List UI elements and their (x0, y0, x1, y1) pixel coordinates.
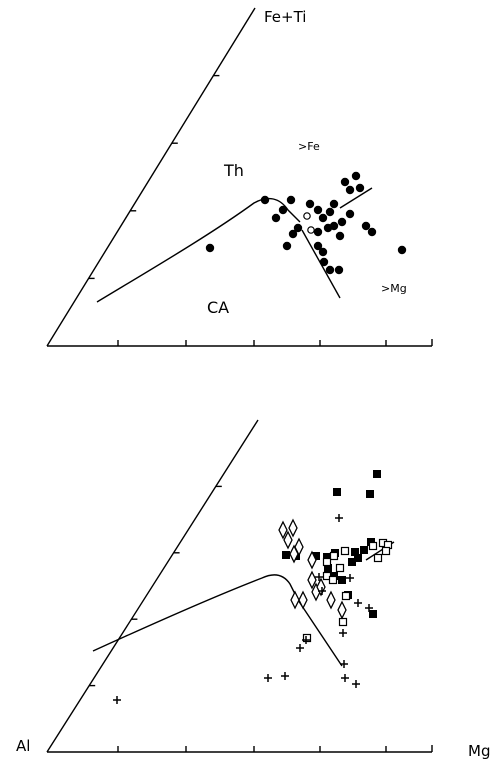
point-filled-square (354, 554, 362, 562)
point-filled-square (312, 552, 320, 560)
point-filled-circle (334, 265, 344, 275)
vertex-label-fe-ti: Fe+Ti (264, 8, 306, 26)
point-filled-circle (305, 199, 315, 209)
point-filled-square (360, 546, 368, 554)
point-open-diamond (307, 570, 317, 590)
point-plus (113, 696, 121, 704)
point-open-diamond (289, 544, 299, 564)
point-filled-circle (337, 217, 347, 227)
point-open-diamond (298, 590, 308, 610)
point-open-diamond (290, 590, 300, 610)
point-plus (341, 674, 349, 682)
point-open-square (341, 591, 351, 601)
chart-labels: Fe+Ti Th >Fe CA >Mg Al Mg (16, 8, 490, 760)
top-mg-trend-line (339, 187, 373, 209)
point-filled-square (324, 564, 332, 572)
point-filled-circle (282, 241, 292, 251)
top-th-ca-boundary (96, 197, 301, 303)
top-ternary-points (205, 171, 407, 275)
bot-komatiite-boundary (297, 599, 343, 667)
point-plus (315, 573, 323, 581)
point-open-square (329, 551, 339, 561)
point-filled-circle (367, 227, 377, 237)
bottom-ternary-frame (46, 419, 433, 753)
point-filled-circle (335, 231, 345, 241)
point-filled-circle (313, 241, 323, 251)
point-filled-square (373, 470, 381, 478)
point-filled-circle (260, 195, 270, 205)
point-plus (318, 587, 326, 595)
point-filled-circle (340, 177, 350, 187)
point-filled-circle (278, 205, 288, 215)
point-open-square (338, 617, 348, 627)
point-plus (264, 674, 272, 682)
point-filled-circle (319, 257, 329, 267)
point-plus (281, 672, 289, 680)
point-open-diamond (278, 520, 288, 540)
point-filled-circle (329, 221, 339, 231)
point-filled-square (348, 558, 356, 566)
point-filled-circle (329, 199, 339, 209)
point-open-square (302, 633, 312, 643)
point-plus (335, 514, 343, 522)
bot-left-edge (46, 419, 259, 753)
point-filled-square (369, 610, 377, 618)
point-filled-circle (286, 195, 296, 205)
vertex-label-mg: Mg (468, 742, 490, 760)
point-filled-circle (318, 213, 328, 223)
point-open-diamond (307, 550, 317, 570)
point-open-square (373, 553, 383, 563)
point-open-square (340, 546, 350, 556)
point-filled-square (366, 490, 374, 498)
point-open-square (335, 563, 345, 573)
point-open-square (328, 575, 338, 585)
point-filled-square (333, 488, 341, 496)
point-open-diamond (326, 590, 336, 610)
point-filled-circle (271, 213, 281, 223)
point-filled-circle (288, 229, 298, 239)
point-open-square (322, 557, 332, 567)
point-filled-circle (318, 247, 328, 257)
point-filled-circle (293, 223, 303, 233)
point-filled-circle (313, 227, 323, 237)
point-plus (354, 599, 362, 607)
top-left-edge (46, 7, 256, 347)
point-filled-circle (397, 245, 407, 255)
point-filled-square (351, 548, 359, 556)
point-plus (296, 644, 304, 652)
point-filled-circle (361, 221, 371, 231)
point-filled-circle (351, 171, 361, 181)
point-open-circle (303, 212, 311, 220)
point-open-diamond (337, 600, 347, 620)
point-open-diamond (288, 518, 298, 538)
point-filled-circle (325, 265, 335, 275)
point-open-square (381, 546, 391, 556)
point-filled-circle (355, 183, 365, 193)
point-plus (352, 680, 360, 688)
field-label-calc-alkaline: CA (207, 298, 229, 317)
point-filled-circle (345, 209, 355, 219)
field-label-tholeiitic: Th (223, 161, 244, 180)
point-open-circle (307, 226, 315, 234)
point-plus (339, 629, 347, 637)
vertex-label-al: Al (16, 737, 30, 755)
point-filled-circle (345, 185, 355, 195)
point-plus (365, 604, 373, 612)
field-label-mg-trend: >Mg (381, 282, 407, 295)
bot-th-ca-boundary (92, 574, 299, 652)
point-plus (340, 660, 348, 668)
point-plus (302, 636, 310, 644)
point-filled-circle (325, 207, 335, 217)
bottom-ternary-points (113, 470, 393, 704)
point-filled-square (282, 551, 290, 559)
point-filled-circle (205, 243, 215, 253)
field-label-fe-trend: >Fe (298, 140, 320, 153)
point-filled-square (338, 576, 346, 584)
point-open-diamond (283, 530, 293, 550)
point-open-square (368, 541, 378, 551)
point-plus (346, 574, 354, 582)
point-filled-square (323, 553, 331, 561)
point-filled-circle (313, 205, 323, 215)
